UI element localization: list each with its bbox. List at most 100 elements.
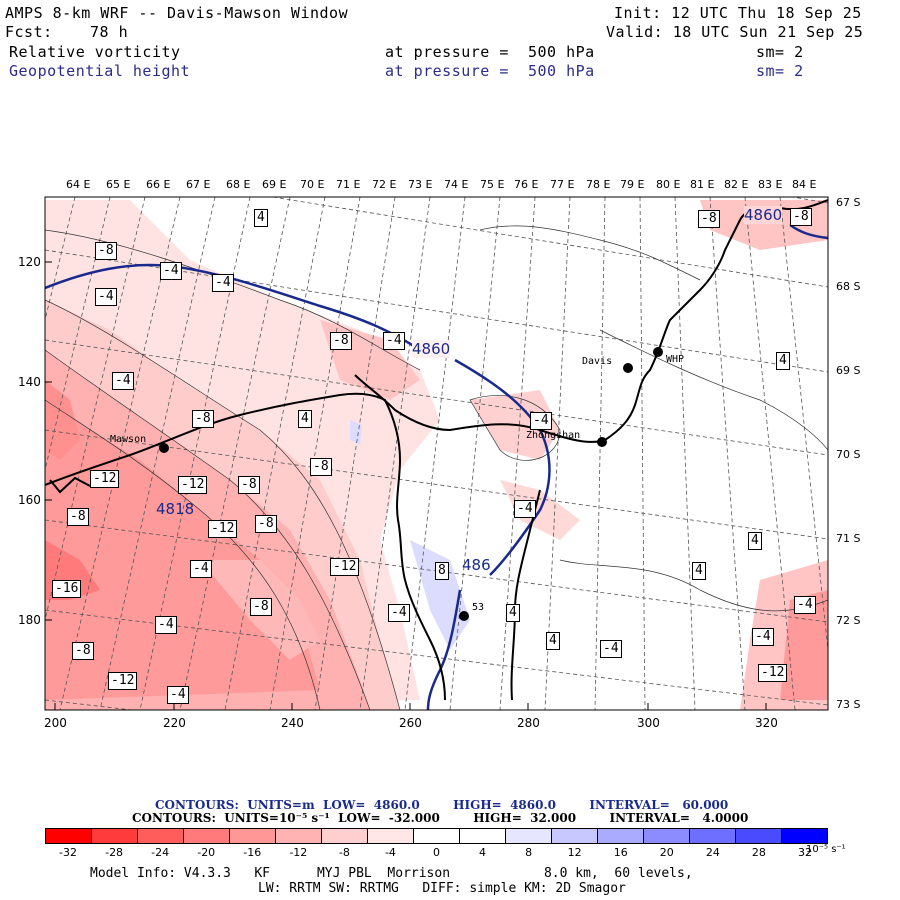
vort-label: -8 (238, 476, 260, 494)
vort-label: 4 (748, 532, 762, 550)
legend-label: 16 (613, 846, 628, 859)
vort-label: -16 (52, 580, 82, 598)
vort-label: -12 (208, 520, 238, 538)
vort-label: 8 (435, 562, 449, 580)
field2-smoothing: sm= 2 (756, 62, 804, 80)
legend-swatch (689, 829, 735, 843)
vort-label: -4 (190, 560, 212, 578)
legend-swatch (46, 829, 91, 843)
init-time: Init: 12 UTC Thu 18 Sep 25 (614, 4, 862, 22)
vort-label: -8 (698, 210, 720, 228)
legend-label: 20 (659, 846, 674, 859)
station-whp: WHP (666, 354, 685, 365)
vort-label: -4 (160, 262, 182, 280)
coastline (45, 199, 828, 701)
vort-label: 4 (546, 632, 560, 650)
vort-label: -4 (112, 372, 134, 390)
legend-label: -16 (243, 846, 262, 859)
vort-label: -8 (95, 242, 117, 260)
vort-label: -4 (383, 332, 405, 350)
vort-label: 4 (692, 562, 706, 580)
forecast-hour: 78 h (90, 23, 129, 41)
vort-label: -4 (794, 596, 816, 614)
height-contour-info: CONTOURS: UNITS=m LOW= 4860.0 HIGH= 4860… (155, 798, 729, 812)
legend-swatch (183, 829, 229, 843)
legend-label: 32 (797, 846, 812, 859)
legend-label: -12 (289, 846, 308, 859)
legend-swatch (597, 829, 643, 843)
axis-ticks (45, 261, 767, 710)
legend-swatch (91, 829, 137, 843)
vorticity-map (44, 196, 829, 711)
station-zhongshan: Zhongshan (526, 430, 581, 441)
station-davis: Davis (582, 356, 613, 367)
vort-label: -4 (155, 616, 177, 634)
longitude-gridlines (45, 197, 828, 710)
legend-swatch (643, 829, 689, 843)
legend-label: -24 (151, 846, 170, 859)
vort-label: -12 (758, 664, 788, 682)
vort-label: -4 (167, 686, 189, 704)
field1-name: Relative vorticity (9, 43, 181, 61)
vort-label: -12 (108, 672, 138, 690)
legend-swatch (459, 829, 505, 843)
legend-swatch (367, 829, 413, 843)
field1-smoothing: sm= 2 (756, 43, 804, 61)
vort-label: -8 (250, 598, 272, 616)
model-info-line1: Model Info: V4.3.3 KF MYJ PBL Morrison 8… (90, 866, 693, 881)
legend-label: -20 (197, 846, 216, 859)
legend-label: -4 (384, 846, 396, 859)
model-info-line2: LW: RRTM SW: RRTMG DIFF: simple KM: 2D S… (258, 881, 626, 896)
plot-frame (44, 196, 829, 711)
vort-label: -4 (388, 604, 410, 622)
legend-label: 4 (479, 846, 487, 859)
station-markers (159, 347, 663, 621)
vort-label: -12 (178, 476, 208, 494)
legend-swatch (505, 829, 551, 843)
height-contours (45, 223, 828, 710)
vorticity-contours (45, 225, 828, 710)
legend-label: 12 (567, 846, 582, 859)
legend-swatch (551, 829, 597, 843)
vort-label: -8 (310, 458, 332, 476)
vort-label: -8 (255, 515, 277, 533)
field2-level: at pressure = 500 hPa (385, 62, 595, 80)
legend-swatch (137, 829, 183, 843)
forecast-label: Fcst: (5, 23, 53, 41)
vort-label: -8 (72, 642, 94, 660)
vort-label: -4 (95, 288, 117, 306)
legend-label: 8 (525, 846, 533, 859)
vorticity-contour-info: CONTOURS: UNITS=10⁻⁵ s⁻¹ LOW= -32.000 HI… (132, 811, 749, 825)
station-53: 53 (472, 602, 485, 613)
vort-label: -12 (330, 558, 360, 576)
legend-label: -28 (105, 846, 124, 859)
field2-name: Geopotential height (9, 62, 191, 80)
legend-swatch (275, 829, 321, 843)
vort-label: -12 (90, 470, 120, 488)
legend-label: 24 (705, 846, 720, 859)
vort-label: -8 (192, 410, 214, 428)
legend-swatch (229, 829, 275, 843)
legend-swatch (781, 829, 827, 843)
legend-label: -32 (59, 846, 77, 859)
valid-time: Valid: 18 UTC Sun 21 Sep 25 (606, 23, 864, 41)
field1-level: at pressure = 500 hPa (385, 43, 595, 61)
legend-swatch (735, 829, 781, 843)
vort-label: -4 (514, 500, 536, 518)
vort-label: -8 (790, 208, 812, 226)
vort-label: 4 (298, 410, 312, 428)
vort-label: -8 (67, 508, 89, 526)
vort-label: -8 (330, 332, 352, 350)
vort-label: 4 (776, 352, 790, 370)
station-mawson: Mawson (110, 434, 147, 445)
legend-unit: 10⁻⁵ s⁻¹ (806, 844, 846, 855)
vort-label: -4 (212, 274, 234, 292)
vort-label: 4 (506, 604, 520, 622)
legend-label: 0 (433, 846, 440, 859)
map-title: AMPS 8-km WRF -- Davis-Mawson Window (5, 4, 349, 22)
vort-label: -4 (752, 628, 774, 646)
legend-swatch (321, 829, 367, 843)
vort-label: -4 (530, 412, 552, 430)
vort-label: -4 (600, 640, 622, 658)
vort-label: 4 (254, 209, 268, 227)
